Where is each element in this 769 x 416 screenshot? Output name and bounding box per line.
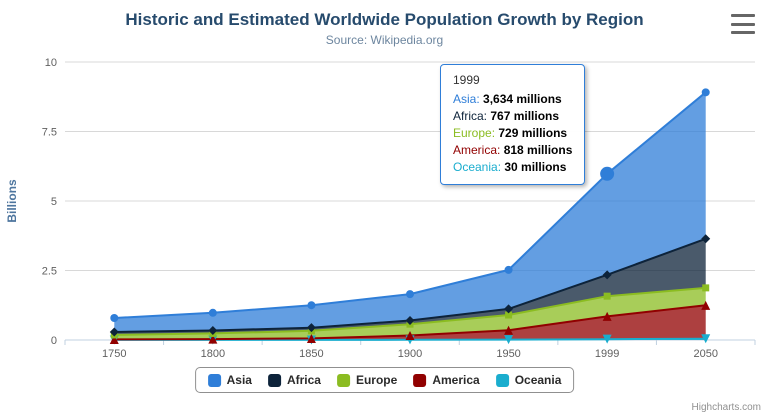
tooltip: 1999 Asia: 3,634 millions Africa: 767 mil… <box>440 64 586 185</box>
marker-africa-1950[interactable] <box>504 304 514 314</box>
marker-asia-2050[interactable] <box>701 88 710 97</box>
x-tick-label: 1900 <box>398 348 422 360</box>
y-tick-label: 2.5 <box>42 266 57 278</box>
tooltip-series-value: 729 millions <box>498 126 568 140</box>
tooltip-row-asia: Asia: 3,634 millions <box>453 91 572 108</box>
legend-item-africa[interactable]: Africa <box>267 373 321 387</box>
marker-asia-1750[interactable] <box>110 314 119 323</box>
marker-europe-1999[interactable] <box>603 292 611 300</box>
marker-africa-1850[interactable] <box>306 323 316 333</box>
tooltip-row-america: America: 818 millions <box>453 142 572 159</box>
x-tick-label: 2050 <box>693 348 717 360</box>
highcharts-credit-link[interactable]: Highcharts.com <box>691 402 761 413</box>
marker-asia-1950[interactable] <box>504 265 513 274</box>
marker-america-1950[interactable] <box>504 325 514 335</box>
marker-america-1999[interactable] <box>602 311 612 321</box>
tooltip-series-value: 30 millions <box>504 160 567 174</box>
marker-asia-1800[interactable] <box>208 308 217 317</box>
y-tick-label: 10 <box>45 57 57 69</box>
y-axis-title: Billions <box>5 179 19 223</box>
marker-africa-1999[interactable] <box>602 270 612 280</box>
tooltip-header: 1999 <box>453 73 480 87</box>
chart-subtitle: Source: Wikipedia.org <box>325 33 444 47</box>
tooltip-series-value: 3,634 millions <box>483 92 562 106</box>
marker-europe-2050[interactable] <box>702 284 710 292</box>
marker-africa-1750[interactable] <box>109 327 119 337</box>
hamburger-menu-icon[interactable] <box>729 12 757 36</box>
hamburger-bar <box>731 31 755 34</box>
legend-symbol <box>413 373 427 387</box>
legend-symbol <box>495 373 509 387</box>
legend-label: Europe <box>355 373 398 387</box>
tooltip-row-africa: Africa: 767 millions <box>453 108 572 125</box>
hamburger-bar <box>731 14 755 17</box>
tooltip-series-label: America: <box>453 143 504 157</box>
marker-europe-1950[interactable] <box>505 311 513 319</box>
legend-label: Asia <box>226 373 252 387</box>
tooltip-series-value: 818 millions <box>503 143 573 157</box>
marker-oceania-1999[interactable] <box>602 334 612 344</box>
marker-asia-1999[interactable] <box>600 166 615 181</box>
marker-oceania-1950[interactable] <box>504 335 514 345</box>
legend-label: Africa <box>286 373 321 387</box>
series-area-america[interactable] <box>114 305 706 340</box>
y-tick-label: 0 <box>51 335 57 347</box>
tooltip-series-label: Asia: <box>453 92 484 106</box>
marker-oceania-2050[interactable] <box>701 334 711 344</box>
marker-america-1900[interactable] <box>405 330 415 340</box>
x-tick-label: 1999 <box>595 348 619 360</box>
tooltip-series-value: 767 millions <box>490 109 560 123</box>
tooltip-row-oceania: Oceania: 30 millions <box>453 159 572 176</box>
hamburger-bar <box>731 22 755 26</box>
tooltip-row-europe: Europe: 729 millions <box>453 125 572 142</box>
marker-africa-2050[interactable] <box>701 234 711 244</box>
tooltip-series-label: Europe: <box>453 126 499 140</box>
y-tick-label: 7.5 <box>42 127 57 139</box>
y-tick-label: 5 <box>51 196 57 208</box>
tooltip-series-label: Africa: <box>453 109 491 123</box>
legend-label: America <box>432 373 480 387</box>
tooltip-series-label: Oceania: <box>453 160 505 174</box>
legend-item-europe[interactable]: Europe <box>336 373 398 387</box>
x-tick-label: 1750 <box>102 348 126 360</box>
legend: Asia Africa Europe America Oceania <box>194 367 575 393</box>
marker-america-2050[interactable] <box>701 300 711 310</box>
x-tick-label: 1950 <box>496 348 520 360</box>
legend-symbol <box>267 373 281 387</box>
marker-america-1750[interactable] <box>109 334 119 344</box>
marker-africa-1900[interactable] <box>405 315 415 325</box>
series-area-asia[interactable] <box>114 92 706 332</box>
legend-symbol <box>336 373 350 387</box>
legend-label: Oceania <box>514 373 562 387</box>
legend-item-oceania[interactable]: Oceania <box>495 373 562 387</box>
marker-america-1800[interactable] <box>208 334 218 344</box>
marker-asia-1900[interactable] <box>406 290 414 299</box>
marker-asia-1850[interactable] <box>307 301 316 310</box>
marker-africa-1800[interactable] <box>208 325 218 335</box>
marker-america-1850[interactable] <box>306 333 316 343</box>
x-tick-label: 1800 <box>201 348 225 360</box>
chart-title: Historic and Estimated Worldwide Populat… <box>125 10 644 29</box>
series-area-africa[interactable] <box>114 238 706 335</box>
legend-symbol <box>207 373 221 387</box>
legend-item-asia[interactable]: Asia <box>207 373 252 387</box>
x-tick-label: 1850 <box>299 348 323 360</box>
legend-item-america[interactable]: America <box>413 373 480 387</box>
